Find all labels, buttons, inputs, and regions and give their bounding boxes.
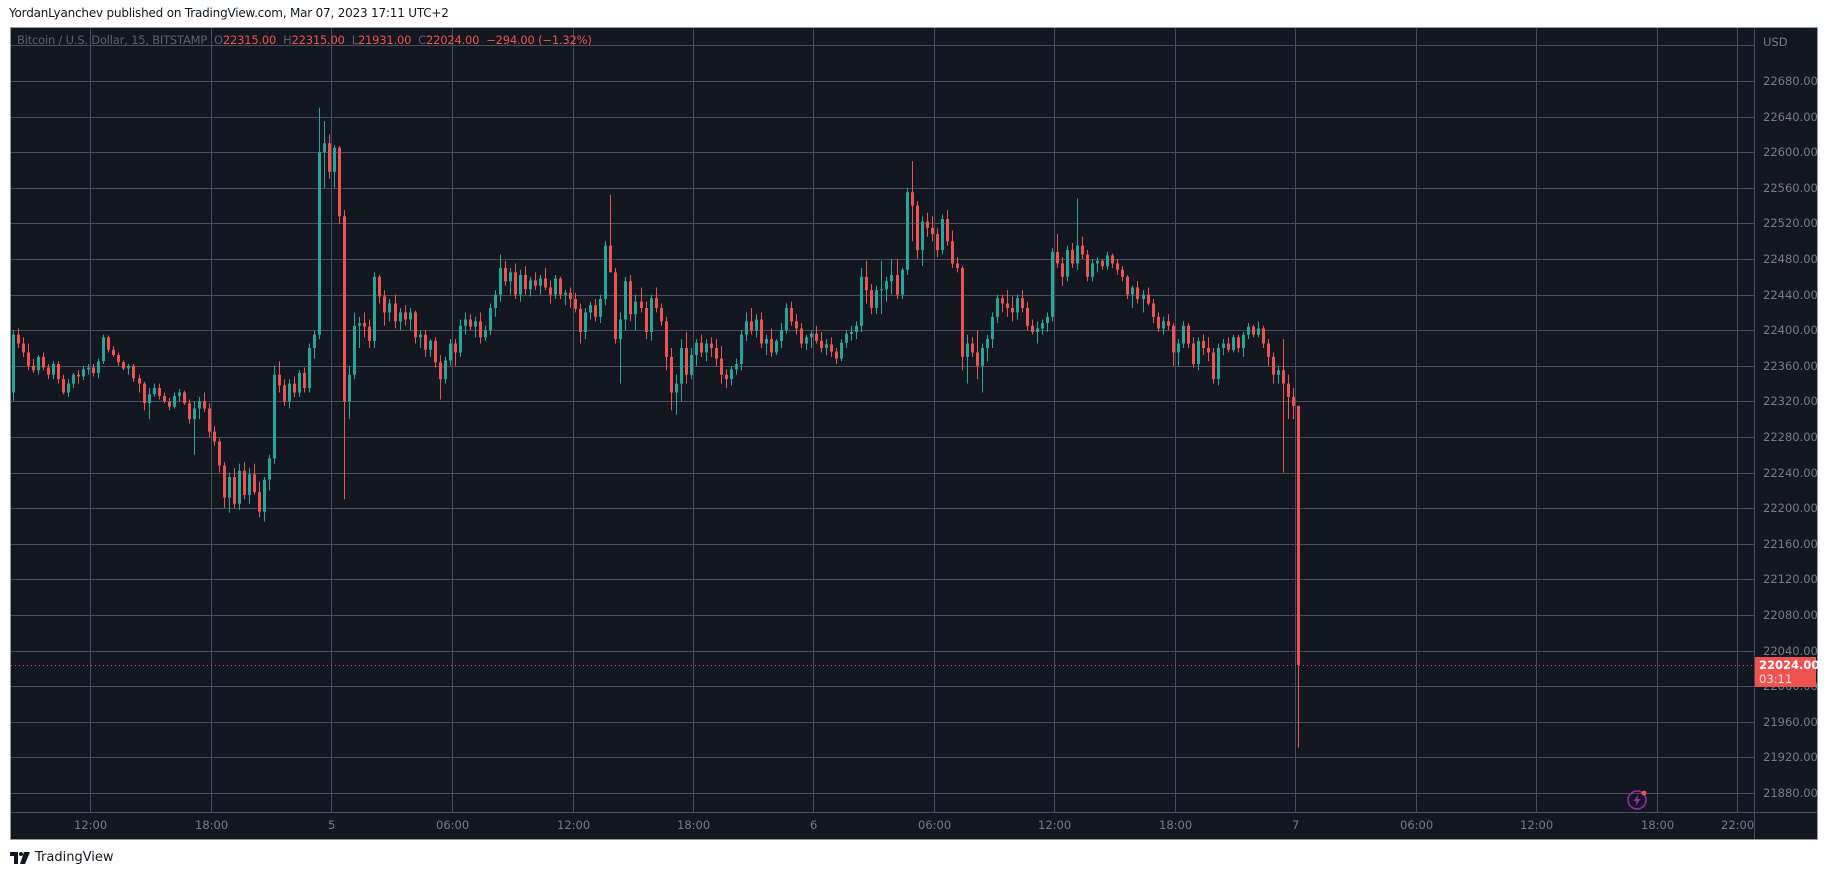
time-tick: 12:00 [557,818,591,832]
symbol-legend: Bitcoin / U.S. Dollar, 15, BITSTAMP O223… [17,33,592,47]
price-tick: 21920.00 [1763,750,1818,764]
price-tick: 22040.00 [1763,644,1818,658]
time-tick: 12:00 [1520,818,1554,832]
price-tick: 22480.00 [1763,252,1818,266]
open-value: 22315.00 [222,33,277,47]
current-price-tag: 22024.00 03:11 [1755,657,1820,687]
time-tick: 18:00 [195,818,229,832]
price-tick: 22560.00 [1763,181,1818,195]
price-tick: 21960.00 [1763,715,1818,729]
time-tick: 5 [328,818,336,832]
high-value: 22315.00 [291,33,345,47]
close-value: 22024.00 [425,33,480,47]
tradingview-logo[interactable]: TradingView [10,850,114,865]
time-tick: 06:00 [436,818,470,832]
change-value: −294.00 (−1.32%) [486,33,592,47]
current-price-value: 22024.00 [1759,658,1820,672]
bar-countdown: 03:11 [1759,672,1793,686]
price-tick: 22640.00 [1763,110,1818,124]
price-tick: 21880.00 [1763,786,1818,800]
time-tick: 06:00 [918,818,952,832]
candles [12,107,1300,748]
time-tick: 22:00 [1721,818,1755,832]
symbol-name: Bitcoin / U.S. Dollar, 15, BITSTAMP [17,33,208,47]
price-tick: 22240.00 [1763,466,1818,480]
time-tick: 18:00 [1159,818,1193,832]
time-tick: 12:00 [1038,818,1072,832]
time-tick: 7 [1292,818,1300,832]
price-tick: 22160.00 [1763,537,1818,551]
chart-frame[interactable] [10,27,1818,840]
low-value: 21931.00 [357,33,412,47]
time-tick: 6 [810,818,818,832]
price-tick: 22440.00 [1763,288,1818,302]
currency-label: USD [1763,35,1788,49]
price-tick: 22120.00 [1763,572,1818,586]
price-tick: 22320.00 [1763,394,1818,408]
brand-name: TradingView [35,850,114,865]
publisher-line: YordanLyanchev published on TradingView.… [9,6,449,20]
time-tick: 18:00 [1641,818,1675,832]
time-tick: 06:00 [1400,818,1434,832]
time-tick: 12:00 [74,818,108,832]
price-tick: 22400.00 [1763,323,1818,337]
price-tick: 22600.00 [1763,145,1818,159]
price-tick: 22360.00 [1763,359,1818,373]
tradingview-logo-icon [10,851,30,864]
price-tick: 22080.00 [1763,608,1818,622]
price-tick: 22200.00 [1763,501,1818,515]
price-tick: 22680.00 [1763,74,1818,88]
alert-lightning-icon[interactable] [1626,789,1648,811]
price-tick: 22280.00 [1763,430,1818,444]
time-tick: 18:00 [677,818,711,832]
price-tick: 22520.00 [1763,216,1818,230]
